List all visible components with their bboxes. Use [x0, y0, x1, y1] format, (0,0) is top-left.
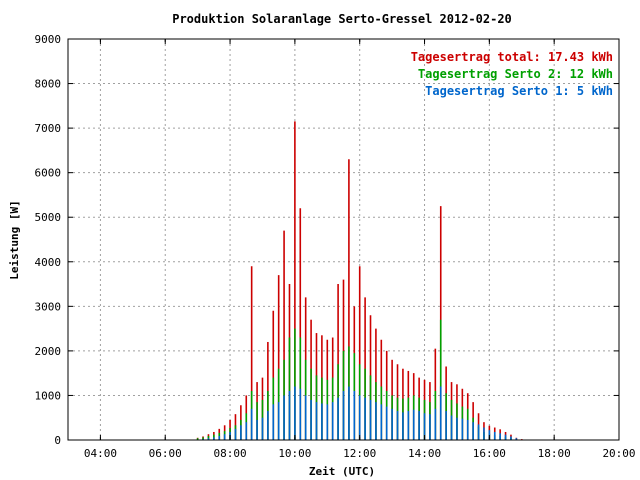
y-tick-label: 2000: [35, 345, 62, 358]
legend-entry: Tagesertrag total: 17.43 kWh: [411, 50, 613, 64]
x-tick-label: 08:00: [213, 447, 246, 460]
y-tick-label: 1000: [35, 389, 62, 402]
plot-area-frame: [67, 38, 620, 441]
y-tick-label: 3000: [35, 300, 62, 313]
y-tick-label: 9000: [35, 33, 62, 46]
x-tick-label: 10:00: [278, 447, 311, 460]
legend-entry: Tagesertrag Serto 2: 12 kWh: [418, 67, 613, 81]
y-tick-label: 5000: [35, 211, 62, 224]
y-tick-label: 7000: [35, 122, 62, 135]
x-tick-label: 16:00: [473, 447, 506, 460]
legend: Tagesertrag total: 17.43 kWh Tagesertrag …: [411, 50, 613, 98]
y-tick-label: 4000: [35, 256, 62, 269]
y-tick-label: 8000: [35, 78, 62, 91]
x-tick-label: 12:00: [343, 447, 376, 460]
bars: [196, 121, 523, 440]
x-tick-label: 20:00: [602, 447, 635, 460]
x-tick-label: 04:00: [84, 447, 117, 460]
x-axis-title: Zeit (UTC): [309, 465, 375, 478]
y-tick-label: 6000: [35, 167, 62, 180]
y-axis-title: Leistung [W]: [8, 200, 21, 279]
chart-title: Produktion Solaranlage Serto-Gressel 201…: [172, 12, 512, 26]
x-tick-label: 06:00: [149, 447, 182, 460]
x-tick-label: 18:00: [538, 447, 571, 460]
legend-entry: Tagesertrag Serto 1: 5 kWh: [425, 84, 613, 98]
x-tick-label: 14:00: [408, 447, 441, 460]
y-tick-label: 0: [54, 434, 61, 447]
axes: 0 1000 2000 3000 4000 5000 6000 7000 8000 9000 04:…: [35, 33, 636, 460]
